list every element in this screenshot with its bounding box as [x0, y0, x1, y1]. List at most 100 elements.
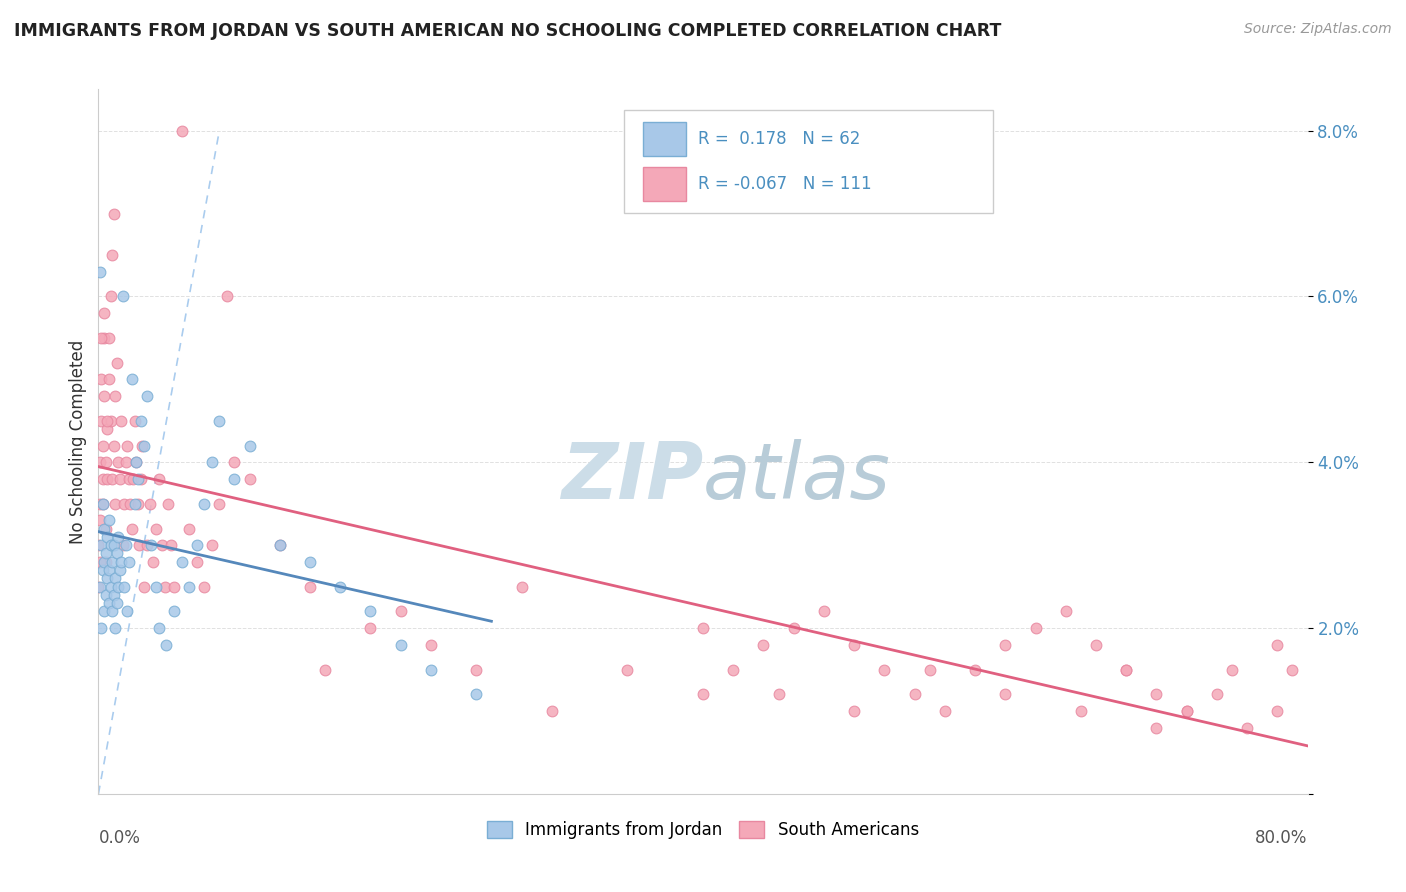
- Point: [904, 687, 927, 701]
- Point: [100, 538, 122, 552]
- Point: [91, 563, 114, 577]
- Point: [120, 497, 142, 511]
- Point: [128, 538, 150, 552]
- Point: [1267, 704, 1289, 718]
- Point: [155, 638, 177, 652]
- Point: [98, 563, 121, 577]
- Point: [100, 289, 122, 303]
- Point: [89, 555, 111, 569]
- Point: [112, 497, 135, 511]
- Text: ZIP: ZIP: [561, 439, 703, 515]
- Point: [873, 663, 896, 677]
- Point: [1144, 687, 1167, 701]
- Text: R =  0.178   N = 62: R = 0.178 N = 62: [699, 129, 860, 147]
- Point: [93, 555, 115, 569]
- Text: IMMIGRANTS FROM JORDAN VS SOUTH AMERICAN NO SCHOOLING COMPLETED CORRELATION CHAR: IMMIGRANTS FROM JORDAN VS SOUTH AMERICAN…: [14, 22, 1001, 40]
- Legend: Immigrants from Jordan, South Americans: Immigrants from Jordan, South Americans: [481, 814, 925, 846]
- Point: [540, 704, 562, 718]
- Point: [269, 538, 291, 552]
- Point: [1220, 663, 1243, 677]
- Point: [90, 538, 112, 552]
- Y-axis label: No Schooling Completed: No Schooling Completed: [69, 340, 87, 543]
- Point: [101, 248, 124, 262]
- Point: [110, 414, 132, 428]
- Point: [121, 522, 143, 536]
- Point: [96, 414, 118, 428]
- Point: [465, 687, 488, 701]
- Point: [389, 605, 412, 619]
- Point: [101, 472, 124, 486]
- Point: [89, 513, 111, 527]
- Point: [132, 580, 155, 594]
- Point: [420, 638, 443, 652]
- Point: [89, 497, 111, 511]
- Point: [112, 580, 135, 594]
- Point: [124, 497, 146, 511]
- Point: [783, 621, 806, 635]
- Point: [105, 356, 128, 370]
- Point: [108, 472, 131, 486]
- Point: [93, 331, 115, 345]
- Point: [121, 372, 143, 386]
- Point: [314, 663, 336, 677]
- Point: [87, 538, 110, 552]
- Point: [1206, 687, 1229, 701]
- Text: 80.0%: 80.0%: [1256, 830, 1308, 847]
- Point: [90, 372, 112, 386]
- Point: [104, 389, 127, 403]
- Point: [692, 621, 714, 635]
- Point: [103, 439, 125, 453]
- Point: [107, 455, 129, 469]
- Point: [122, 472, 145, 486]
- Point: [1281, 663, 1303, 677]
- Point: [105, 546, 128, 560]
- Point: [201, 538, 224, 552]
- Point: [118, 472, 141, 486]
- Point: [139, 497, 162, 511]
- Point: [1070, 704, 1092, 718]
- Point: [692, 687, 714, 701]
- Point: [1236, 721, 1258, 735]
- Point: [813, 605, 835, 619]
- Point: [299, 555, 322, 569]
- Point: [170, 123, 193, 137]
- Point: [1144, 721, 1167, 735]
- Point: [94, 546, 117, 560]
- Point: [193, 580, 215, 594]
- Point: [110, 555, 132, 569]
- Point: [131, 439, 153, 453]
- Point: [148, 472, 170, 486]
- Point: [389, 638, 412, 652]
- Point: [160, 538, 183, 552]
- Point: [132, 439, 155, 453]
- Point: [108, 563, 131, 577]
- Point: [141, 538, 163, 552]
- Point: [269, 538, 291, 552]
- Point: [115, 605, 138, 619]
- Point: [87, 580, 110, 594]
- Point: [360, 605, 382, 619]
- Point: [1175, 704, 1198, 718]
- Point: [98, 596, 121, 610]
- Point: [129, 414, 152, 428]
- Point: [90, 414, 112, 428]
- Text: atlas: atlas: [703, 439, 891, 515]
- Point: [127, 497, 149, 511]
- Point: [239, 472, 262, 486]
- Point: [93, 605, 115, 619]
- Point: [768, 687, 790, 701]
- Point: [118, 555, 141, 569]
- Point: [208, 497, 231, 511]
- Point: [723, 663, 745, 677]
- Point: [98, 331, 121, 345]
- Point: [98, 372, 121, 386]
- Point: [89, 580, 111, 594]
- Point: [96, 571, 118, 585]
- Point: [114, 538, 136, 552]
- Point: [90, 621, 112, 635]
- Point: [103, 538, 125, 552]
- Point: [994, 687, 1017, 701]
- Point: [465, 663, 488, 677]
- Point: [208, 414, 231, 428]
- Point: [93, 306, 115, 320]
